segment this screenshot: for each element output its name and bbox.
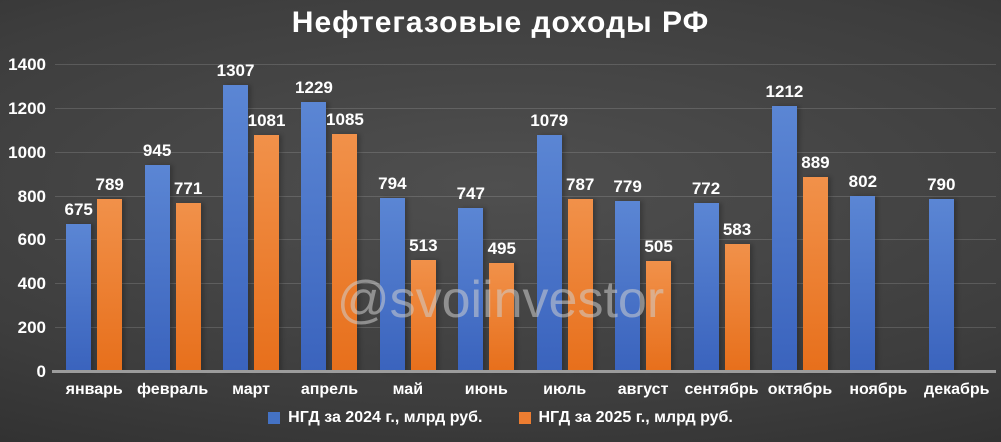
bar-value-label: 1085	[326, 110, 364, 129]
gridline	[55, 283, 996, 285]
category-column: 945 771	[133, 65, 211, 372]
category-column: 779 505	[604, 65, 682, 372]
bar-value-label: 495	[487, 239, 516, 258]
legend-item: НГД за 2025 г., млрд руб.	[518, 409, 733, 427]
y-tick-label: 0	[36, 362, 46, 381]
x-tick-label: август	[617, 381, 669, 398]
bar: 789	[96, 175, 124, 372]
x-tick-label: февраль	[137, 381, 209, 398]
bar-value-label: 787	[566, 175, 595, 194]
legend-item: НГД за 2024 г., млрд руб.	[268, 409, 483, 427]
bar-value-label: 1079	[530, 111, 569, 130]
gridline	[55, 107, 996, 109]
plot-area: 675 789 945 771 1307 1081 1229 1085 794 513 747 495…	[52, 61, 996, 373]
y-tick-label: 400	[17, 274, 46, 294]
bar: 787	[566, 175, 594, 372]
x-tick-label: март	[232, 381, 270, 398]
y-tick-label: 1400	[8, 55, 46, 74]
x-tick-label: сентябрь	[684, 381, 759, 398]
bar: 1081	[248, 111, 285, 372]
category-column: 1307 1081	[212, 61, 290, 372]
bar-value-label: 505	[644, 237, 673, 256]
bar-value-label: 1229	[295, 78, 333, 97]
gridline	[55, 239, 996, 241]
bar: 1307	[217, 61, 254, 372]
legend-marker-icon	[268, 412, 281, 424]
y-tick-label: 600	[17, 230, 46, 250]
y-axis: 0 200 400 600 800 1000 1200 1400	[0, 55, 46, 381]
x-tick-label: январь	[65, 381, 123, 398]
bar: 1229	[295, 78, 333, 372]
bar: 675	[65, 200, 93, 372]
bar-value-label: 771	[173, 179, 203, 198]
bar: 779	[613, 177, 642, 372]
category-column: 747 495	[447, 65, 525, 372]
bar: 771	[174, 179, 202, 372]
category-column: 1079 787	[526, 65, 604, 372]
bar: 802	[849, 172, 877, 372]
bar: 1212	[766, 82, 803, 372]
x-tick-label: июнь	[464, 381, 508, 398]
x-tick-label: июль	[543, 381, 587, 398]
bar-value-label: 889	[801, 153, 830, 172]
category-column: 1212 889	[761, 65, 839, 372]
bar-value-label: 1081	[247, 111, 286, 130]
bar-value-label: 779	[613, 177, 642, 196]
bar: 1085	[326, 110, 364, 372]
legend-label: НГД за 2024 г., млрд руб.	[288, 409, 483, 426]
bar-value-label: 1307	[216, 61, 255, 80]
y-tick-label: 200	[17, 318, 46, 338]
category-column: 1229 1085	[290, 65, 368, 372]
x-tick-label: октябрь	[767, 381, 833, 398]
y-tick-label: 1000	[8, 142, 46, 162]
bar: 945	[143, 141, 171, 372]
gridline	[55, 64, 996, 65]
legend-label: НГД за 2025 г., млрд руб.	[538, 409, 733, 426]
bar-value-label: 1212	[765, 82, 804, 101]
bar: 495	[488, 239, 516, 372]
x-tick-label: декабрь	[924, 381, 990, 398]
bar: 889	[801, 153, 830, 372]
bar-value-label: 583	[722, 220, 752, 239]
bar: 513	[409, 236, 438, 372]
bar-value-label: 802	[848, 172, 878, 191]
bar-value-label: 790	[927, 175, 956, 194]
bar-value-label: 772	[691, 179, 721, 198]
category-column: 790	[918, 65, 996, 372]
bar-value-label: 747	[456, 184, 485, 203]
bar: 747	[457, 184, 485, 372]
bar-value-label: 675	[64, 200, 93, 219]
bar: 772	[692, 179, 720, 372]
bar-value-label: 945	[142, 141, 172, 160]
bar: 790	[927, 175, 955, 372]
x-axis: январь февраль март апрель май июнь июль август…	[55, 379, 996, 401]
bar: 583	[723, 220, 751, 372]
x-axis-line	[52, 370, 996, 373]
gridline	[55, 327, 996, 329]
legend: НГД за 2024 г., млрд руб. НГД за 2025 г.,…	[0, 409, 1001, 427]
x-tick-label: апрель	[300, 381, 359, 398]
legend-marker-icon	[518, 412, 531, 424]
x-tick-label: ноябрь	[849, 381, 908, 398]
category-column: 802	[839, 65, 917, 372]
category-column: 675 789	[55, 65, 133, 372]
category-column: 772 583	[682, 65, 760, 372]
x-tick-label: май	[392, 381, 424, 398]
gridline	[55, 151, 996, 153]
bar: 505	[644, 237, 673, 372]
y-tick-label: 1200	[8, 98, 46, 118]
bar-value-label: 513	[409, 236, 438, 255]
chart-title: Нефтегазовые доходы РФ	[291, 6, 710, 39]
bar: 794	[378, 174, 407, 372]
bar: 1079	[530, 111, 568, 372]
y-tick-label: 800	[17, 186, 46, 206]
category-column: 794 513	[369, 65, 447, 372]
gridline	[55, 195, 996, 197]
bar-value-label: 794	[378, 174, 407, 193]
bar-value-label: 789	[95, 175, 124, 194]
